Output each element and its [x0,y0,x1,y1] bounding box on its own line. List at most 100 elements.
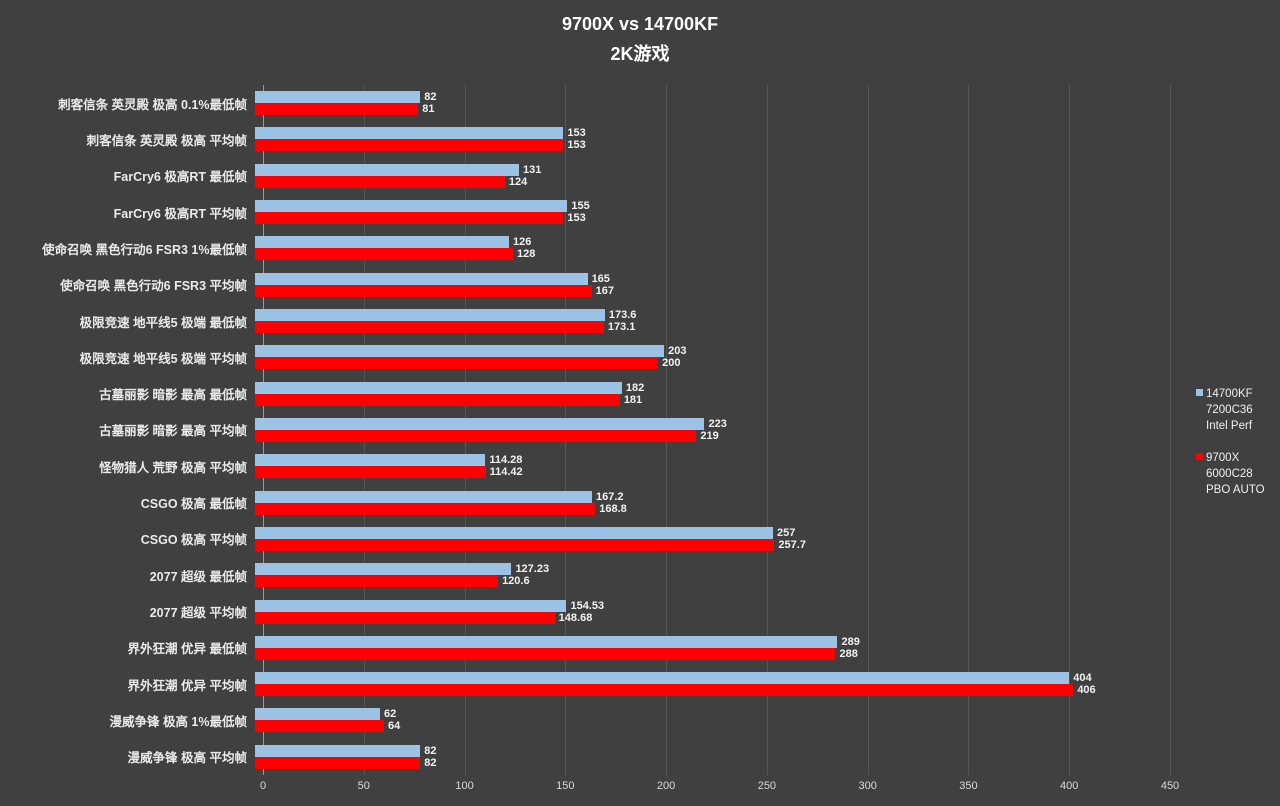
bar-row: 极限竞速 地平线5 极端 最低帧 173.6 173.1 [0,303,1170,339]
category-label: CSGO 极高 平均帧 [140,533,247,548]
value-label: 81 [422,103,435,116]
value-label: 82 [424,756,437,769]
category-label: 古墓丽影 暗影 最高 平均帧 [99,424,247,439]
legend-label: 14700KF [1196,386,1280,402]
gridline [867,85,869,775]
x-tick-label: 450 [1160,780,1180,792]
bar-14700kf: 167.2 [255,490,624,503]
legend-item: 9700X 6000C28 PBO AUTO [1196,450,1280,498]
bar-pair: 173.6 173.1 [255,309,1162,334]
legend-item: 14700KF 7200C36 Intel Perf [1196,386,1280,434]
value-label: 257.7 [778,538,806,551]
value-label: 173.6 [608,309,637,322]
bar-9700x: 181 [255,393,642,406]
value-label: 114.28 [489,454,523,467]
category-label: 使命召唤 黑色行动6 FSR3 1%最低帧 [42,242,247,257]
category-label: 刺客信条 英灵殿 极高 0.1%最低帧 [58,97,247,112]
category-label: 极限竞速 地平线5 极端 最低帧 [79,315,247,330]
bar-row: 刺客信条 英灵殿 极高 0.1%最低帧 82 81 [0,85,1170,121]
legend-label: Intel Perf [1206,420,1253,432]
bar-14700kf: 257 [255,526,795,539]
value-label: 62 [383,708,397,721]
chart-title: 9700X vs 14700KF [561,14,719,34]
value-label: 203 [668,345,687,358]
value-label: 200 [662,357,681,370]
bar-row: 使命召唤 黑色行动6 FSR3 1%最低帧 126 128 [0,230,1170,266]
value-label: 82 [424,91,437,104]
bar-pair: 289 288 [255,635,1162,660]
value-label: 127.23 [515,563,550,576]
value-label: 153 [567,139,586,152]
category-label: FarCry6 极高RT 最低帧 [113,170,247,185]
bar-9700x: 124 [255,175,527,188]
bar-14700kf: 62 [255,708,396,721]
category-label: 古墓丽影 暗影 最高 最低帧 [99,388,247,403]
value-label: 167 [595,284,614,297]
value-label: 153 [567,127,586,140]
value-label: 219 [700,429,719,442]
bar-pair: 62 64 [255,708,1162,733]
value-label: 257 [776,526,796,539]
category-label: CSGO 极高 最低帧 [140,497,247,512]
gridline [968,85,970,775]
legend-swatch-icon [1196,453,1203,460]
bar-pair: 155 153 [255,200,1162,225]
bar-row: CSGO 极高 最低帧 167.2 168.8 [0,484,1170,520]
bar-row: 刺客信条 英灵殿 极高 平均帧 153 153 [0,121,1170,157]
bar-14700kf: 165 [255,272,610,285]
bar-row: CSGO 极高 平均帧 257 257.7 [0,521,1170,557]
x-tick-label: 200 [656,780,676,792]
value-label: 124 [508,175,528,188]
bar-row: FarCry6 极高RT 平均帧 155 153 [0,194,1170,230]
x-axis: 0 50 100 150 200 250 300 350 400 450 [259,780,1179,796]
value-label: 289 [841,635,860,648]
bar-pair: 182 181 [255,381,1162,406]
bar-9700x: 81 [255,103,435,116]
bar-9700x: 128 [255,248,535,261]
bar-14700kf: 289 [255,635,860,648]
value-label: 288 [839,647,858,660]
bar-14700kf: 82 [255,91,437,104]
x-tick-label: 50 [357,780,370,792]
value-label: 131 [523,163,542,176]
bar-row: 怪物猎人 荒野 极高 平均帧 114.28 114.42 [0,448,1170,484]
bar-pair: 82 81 [255,91,1162,116]
rows: 刺客信条 英灵殿 极高 0.1%最低帧 82 81 刺客信条 英灵殿 极高 平均帧 15… [0,85,1170,775]
bar-pair: 203 200 [255,345,1162,370]
value-label: 114.42 [489,466,523,479]
value-label: 406 [1077,684,1096,697]
bar-14700kf: 182 [255,381,644,394]
bar-pair: 82 82 [255,744,1162,769]
bar-pair: 114.28 114.42 [255,454,1162,479]
bar-14700kf: 404 [255,672,1092,685]
category-label: 极限竞速 地平线5 极端 平均帧 [79,351,247,366]
x-tick-label: 300 [858,780,877,792]
bar-14700kf: 173.6 [255,309,636,322]
bar-row: 使命召唤 黑色行动6 FSR3 平均帧 165 167 [0,267,1170,303]
bar-pair: 154.53 148.68 [255,599,1162,624]
bar-14700kf: 114.28 [255,454,522,467]
bar-9700x: 153 [255,212,586,225]
legend-label: 9700X [1196,450,1280,466]
bar-9700x: 219 [255,429,719,442]
bar-9700x: 153 [255,139,586,152]
x-tick-label: 0 [259,780,267,792]
value-label: 404 [1073,672,1092,685]
bar-row: 漫威争锋 极高 平均帧 82 82 [0,739,1170,775]
bar-14700kf: 82 [255,744,437,757]
bar-9700x: 82 [255,756,437,769]
category-label: 漫威争锋 极高 平均帧 [127,751,247,766]
value-label: 168.8 [599,502,627,515]
bar-9700x: 64 [255,720,400,733]
bar-9700x: 167 [255,284,614,297]
category-label: 漫威争锋 极高 1%最低帧 [109,714,247,729]
value-label: 181 [623,393,643,406]
bar-row: 2077 超级 最低帧 127.23 120.6 [0,557,1170,593]
bar-9700x: 114.42 [255,466,523,479]
category-label: 界外狂潮 优异 平均帧 [127,678,247,693]
bar-14700kf: 223 [255,417,727,430]
bar-pair: 223 219 [255,417,1162,442]
bar-pair: 131 124 [255,163,1162,188]
value-label: 182 [625,381,645,394]
legend-label: 6000C28 [1206,468,1253,480]
